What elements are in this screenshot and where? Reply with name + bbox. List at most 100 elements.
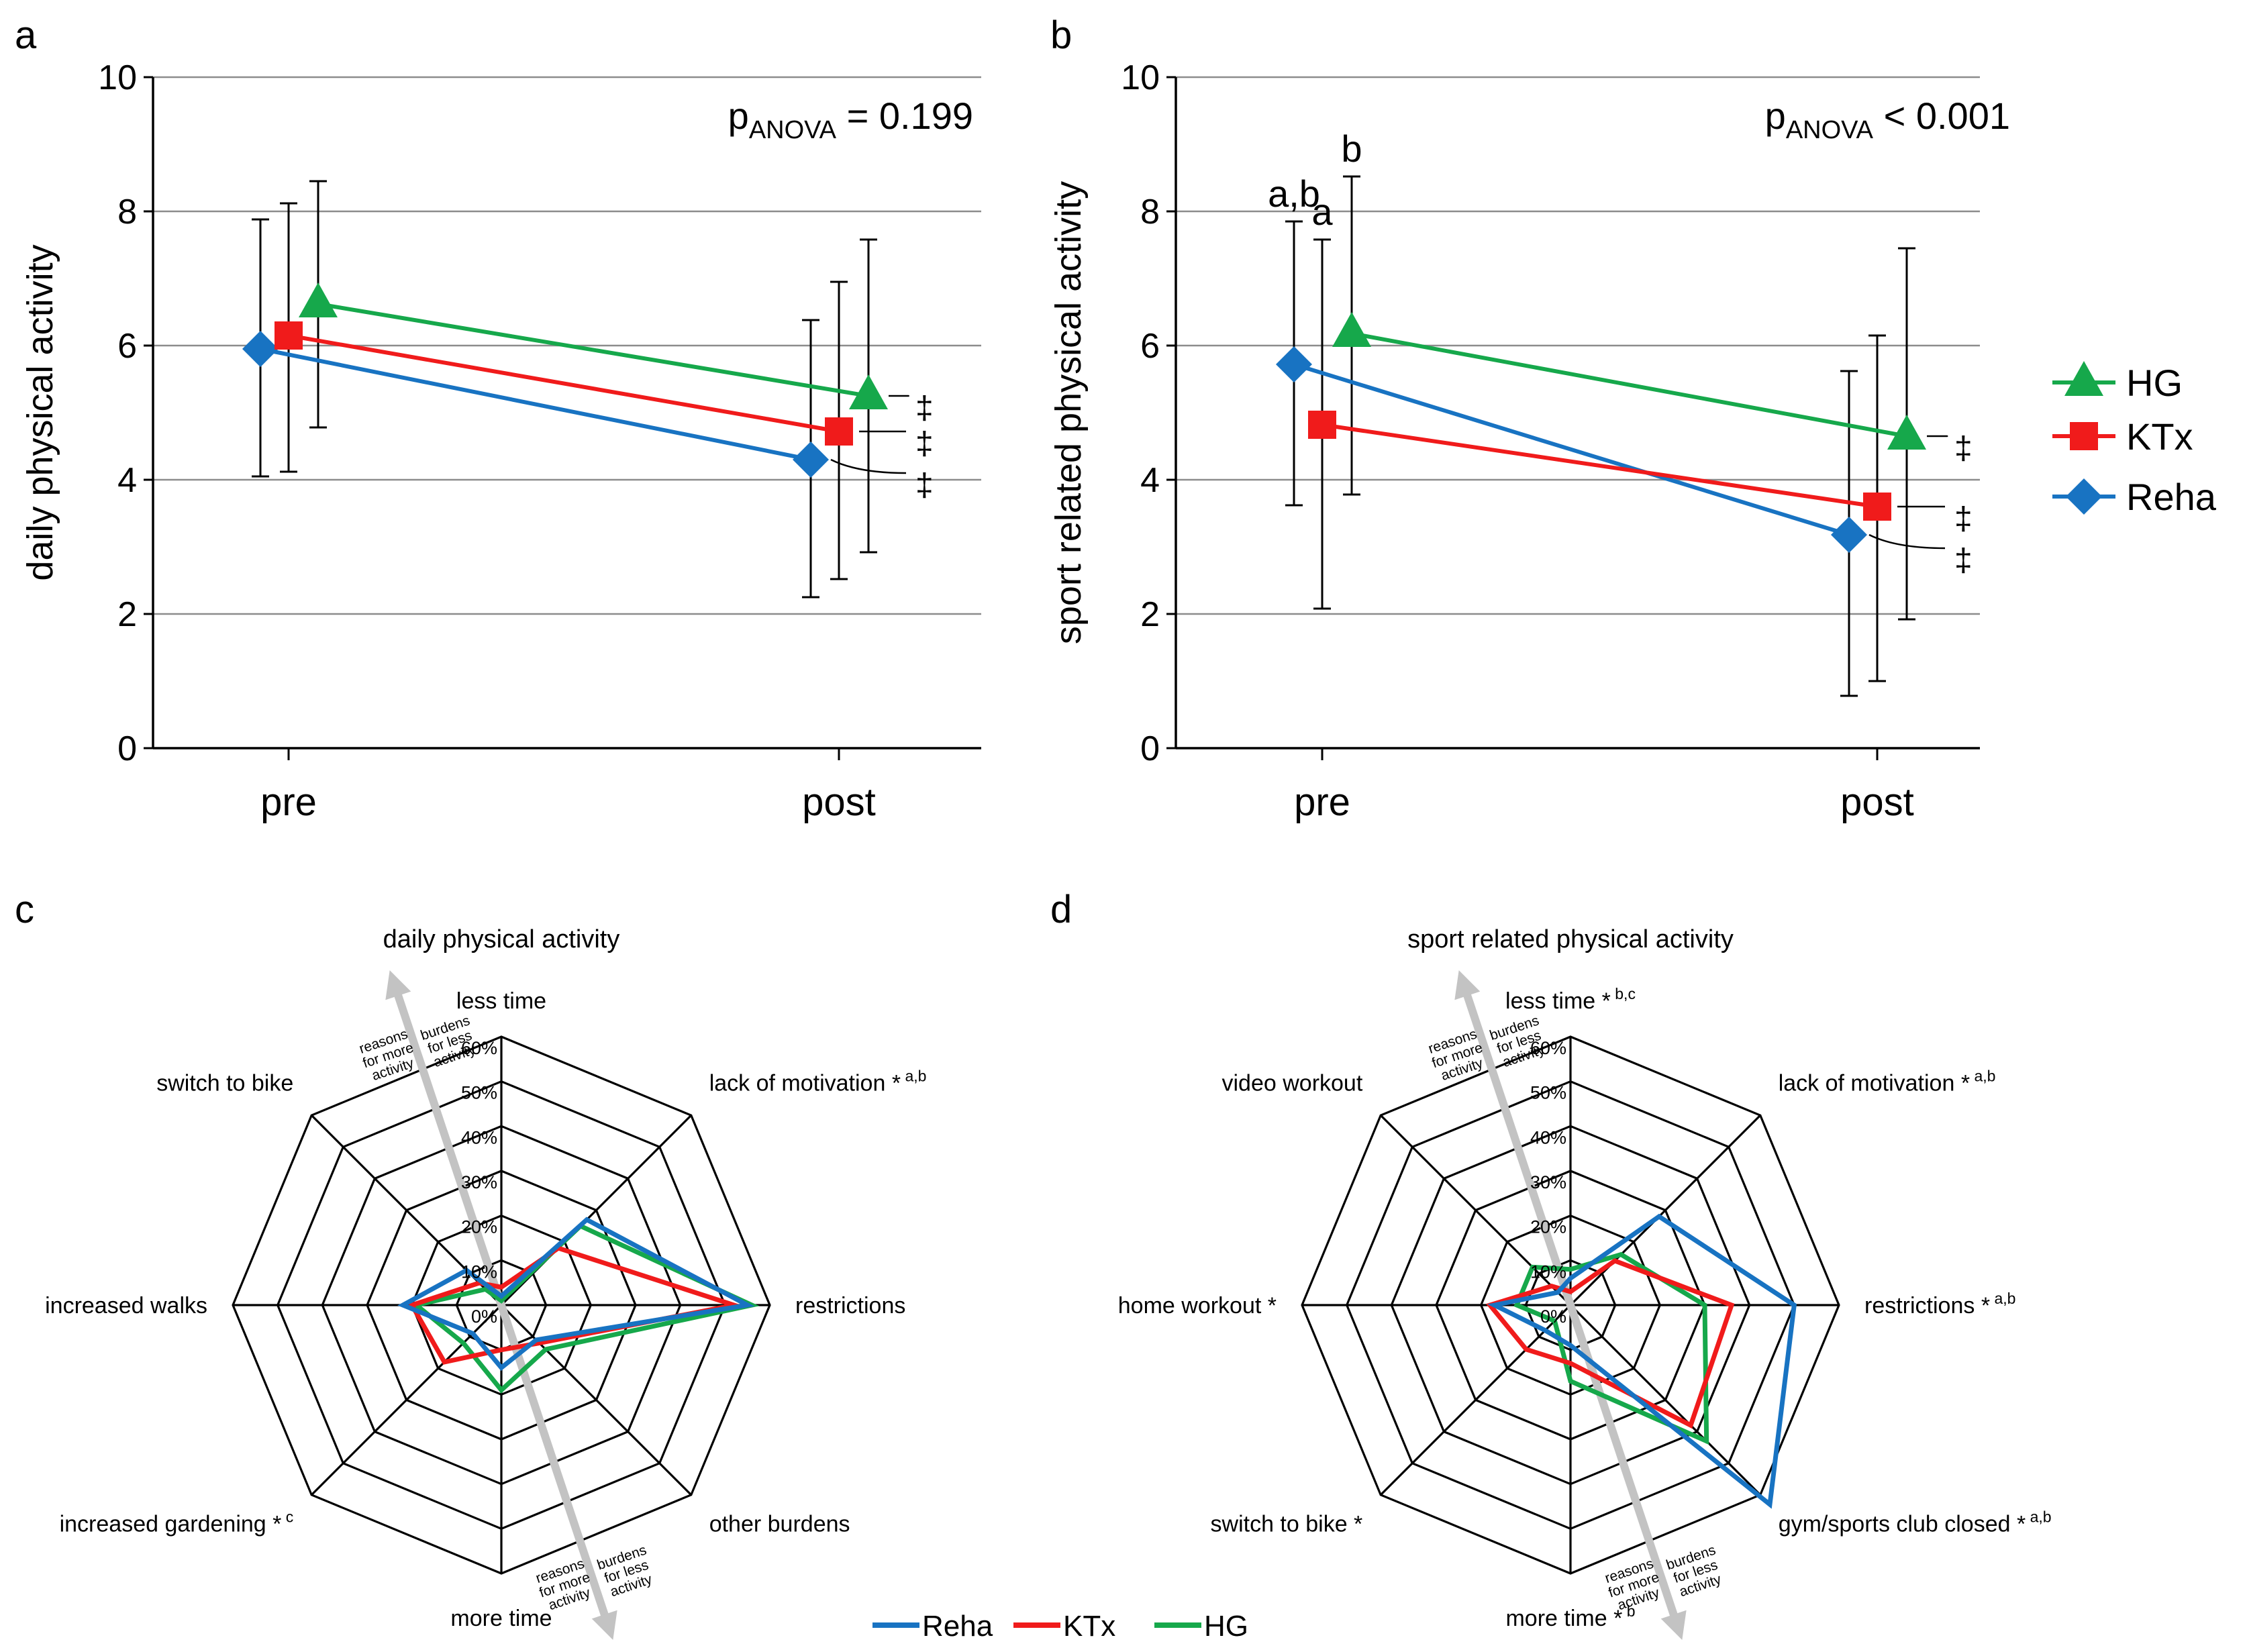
arrow-head: [385, 970, 411, 1000]
data-point-Reha: [242, 331, 279, 367]
axis-label-text: increased gardening *: [60, 1512, 282, 1537]
chart-panel-a: a 0 2 4 6 8 10 pre post daily physical activity pA…: [15, 13, 981, 824]
panel-letter-c: c: [15, 888, 34, 931]
data-point-KTx: [275, 321, 303, 350]
axis-label-text: other burdens: [709, 1512, 850, 1537]
data-point-KTx: [1863, 493, 1891, 521]
x-tick-label: post: [802, 780, 876, 824]
radar-spoke: [500, 1304, 692, 1496]
axis-label-text: restrictions: [795, 1293, 905, 1319]
p-rest: < 0.001: [1873, 95, 2010, 137]
p-prefix: p: [728, 95, 749, 137]
radar-axis-label: switch to bike: [156, 1070, 293, 1096]
radar-axis-label: other burdens: [709, 1512, 850, 1537]
radar-title: daily physical activity: [383, 925, 620, 953]
radar-axis-label: video workout: [1222, 1070, 1363, 1096]
data-point-HG: [849, 374, 888, 409]
radar-axis-label: lack of motivation * a,b: [1779, 1067, 1996, 1096]
axis-label-text: home workout *: [1118, 1293, 1277, 1319]
axis-label-text: increased walks: [45, 1293, 207, 1319]
radar-spoke: [1380, 1304, 1572, 1496]
y-axis-label: sport related physical activity: [1048, 181, 1089, 644]
y-tick-label: 6: [117, 327, 137, 366]
radar-tick-label: 40%: [1530, 1127, 1566, 1147]
legend-marker-HG: [2064, 361, 2103, 396]
series-line-HG: [317, 302, 869, 398]
x-tick-label: post: [1840, 780, 1914, 824]
sig-marker-KTx: ‡: [1954, 501, 1973, 537]
radar-axis-label: lack of motivation * a,b: [709, 1067, 927, 1096]
radar-tick-label: 30%: [461, 1172, 497, 1192]
panel-letter-d: d: [1050, 888, 1072, 931]
radar-axis-label: less time: [456, 988, 546, 1014]
data-point-HG: [1887, 415, 1926, 450]
legend-label-KTx: KTx: [1063, 1610, 1115, 1643]
y-tick-label: 10: [98, 58, 137, 97]
axis-label-text: gym/sports club closed *: [1779, 1512, 2026, 1537]
y-tick-label: 8: [117, 193, 137, 231]
y-tick-label: 6: [1140, 327, 1160, 366]
radar-tick-label: 30%: [1530, 1172, 1566, 1192]
sig-connector: [1868, 533, 1946, 550]
series-line-HG: [1351, 331, 1907, 438]
panel-letter-b: b: [1050, 13, 1072, 57]
axis-label-text: switch to bike *: [1211, 1512, 1363, 1537]
y-axis-label: daily physical activity: [20, 244, 60, 580]
axis-label-sup: b,c: [1611, 985, 1636, 1002]
radar-tick-label: 10%: [461, 1261, 497, 1282]
direction-arrow: [1454, 970, 1687, 1640]
radar-axis-label: increased walks: [45, 1293, 207, 1319]
radar-series-HG: [411, 1223, 760, 1394]
radar-axis-label: more time: [450, 1606, 552, 1631]
radar-spoke: [1569, 1115, 1761, 1306]
radar-tick-label: 60%: [461, 1038, 497, 1058]
axis-label-sup: c: [281, 1508, 293, 1526]
axis-label-text: switch to bike: [156, 1070, 293, 1096]
radar-tick-label: 0%: [471, 1306, 497, 1327]
radar-tick-label: 50%: [461, 1083, 497, 1103]
group-letter-HG: b: [1341, 127, 1362, 170]
radar-axis-label: restrictions * a,b: [1864, 1290, 2015, 1319]
data-point-Reha: [1276, 346, 1312, 382]
data-point-HG: [299, 282, 338, 317]
p-anova-label: pANOVA = 0.199: [728, 95, 973, 144]
y-tick-label: 2: [117, 595, 137, 634]
p-subscript: ANOVA: [1786, 116, 1874, 144]
axis-label-sup: b: [1622, 1602, 1635, 1620]
axis-label-sup: a,b: [1970, 1067, 1995, 1084]
legend-marker-KTx: [2070, 422, 2098, 450]
chart-panel-d: d sport related physical activity reasonsf…: [1050, 888, 2052, 1640]
y-tick-label: 0: [117, 729, 137, 768]
radar-tick-label: 40%: [461, 1127, 497, 1147]
series-line-KTx: [1321, 423, 1878, 509]
radar-axis-label: switch to bike *: [1211, 1512, 1363, 1537]
y-tick-label: 8: [1140, 193, 1160, 231]
arrow-head: [591, 1610, 617, 1640]
radar-axis-label: home workout *: [1118, 1293, 1277, 1319]
radar-tick-label: 10%: [1530, 1261, 1566, 1282]
axis-label-sup: a,b: [2026, 1508, 2051, 1526]
data-point-KTx: [825, 417, 853, 446]
series-line-KTx: [288, 333, 840, 433]
series-line-Reha: [260, 347, 811, 462]
sig-marker-HG: ‡: [1954, 431, 1973, 466]
y-tick-label: 0: [1140, 729, 1160, 768]
axis-label-text: more time *: [1505, 1606, 1622, 1631]
direction-arrow: [385, 970, 617, 1640]
legend-cd: Reha KTx HG: [872, 1610, 1248, 1643]
legend-label-Reha: Reha: [922, 1610, 993, 1643]
legend-label-HG: HG: [2126, 362, 2183, 404]
legend-label-Reha: Reha: [2126, 476, 2217, 518]
radar-tick-label: 60%: [1530, 1038, 1566, 1058]
series-line-Reha: [1293, 362, 1850, 537]
radar-axis-label: less time * b,c: [1505, 985, 1636, 1014]
panel-letter-a: a: [15, 13, 37, 57]
radar-series-Reha: [1487, 1213, 1797, 1509]
radar-axis-label: more time * b: [1505, 1602, 1635, 1631]
